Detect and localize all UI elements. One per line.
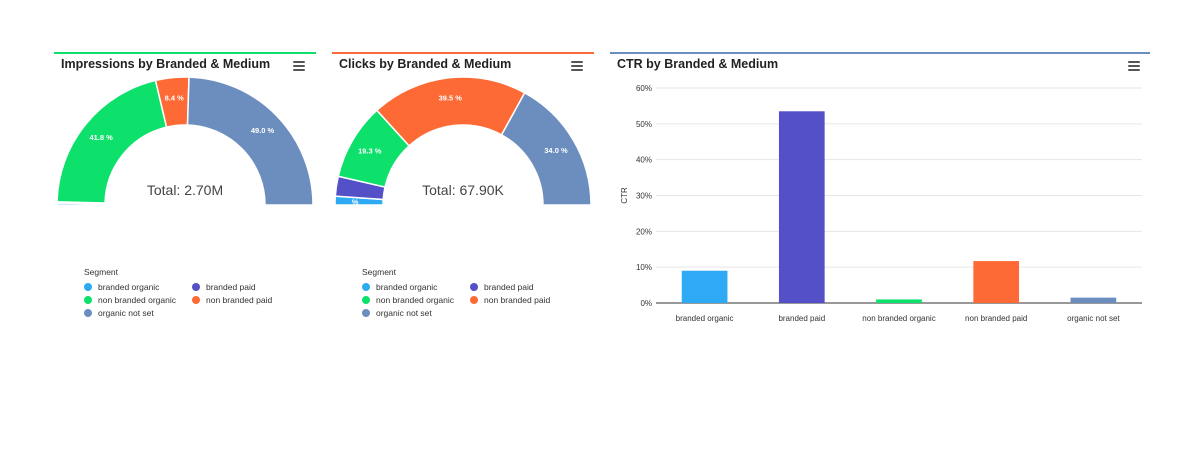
ctr-bar-chart: 0% 10% 20% 30% 40% 50% 60% CTR branded organic br… — [620, 84, 1142, 323]
y-tick-label: 10% — [636, 263, 652, 272]
legend-item-non-branded-paid[interactable]: non branded paid — [470, 295, 570, 305]
legend-dot-icon — [84, 283, 92, 291]
slice-label: % — [352, 197, 359, 206]
legend-dot-icon — [362, 283, 370, 291]
legend-dot-icon — [192, 283, 200, 291]
legend-label: non branded paid — [484, 295, 551, 305]
legend-item-non-branded-organic[interactable]: non branded organic — [84, 295, 192, 305]
legend-label: organic not set — [376, 308, 432, 318]
legend-dot-icon — [470, 296, 478, 304]
clicks-title: Clicks by Branded & Medium — [339, 57, 512, 71]
impressions-accent-bar — [54, 52, 316, 54]
x-tick-label: branded paid — [778, 314, 825, 323]
legend-item-branded-paid[interactable]: branded paid — [192, 282, 292, 292]
legend-label: branded paid — [206, 282, 256, 292]
donut-slice-organic-not-set[interactable] — [500, 91, 592, 206]
bar-branded-organic[interactable] — [681, 270, 728, 303]
ctr-panel: CTR by Branded & Medium 0% 10% 20% 30% 40% 50… — [610, 52, 1150, 332]
legend-label: branded organic — [98, 282, 160, 292]
legend-item-non-branded-paid[interactable]: non branded paid — [192, 295, 292, 305]
y-axis-label: CTR — [620, 187, 629, 204]
legend-items: branded organic branded paid non branded… — [84, 282, 292, 318]
legend-item-branded-organic[interactable]: branded organic — [84, 282, 192, 292]
x-tick-label: branded organic — [676, 314, 734, 323]
x-tick-label: organic not set — [1067, 314, 1120, 323]
donut-slice-organic-not-set[interactable] — [186, 76, 314, 206]
x-tick-label: non branded paid — [965, 314, 1027, 323]
donut-total-label: Total: 67.90K — [422, 182, 504, 198]
legend-dot-icon — [84, 309, 92, 317]
slice-label: 49.0 % — [251, 126, 275, 135]
legend-label: branded organic — [376, 282, 438, 292]
legend-dot-icon — [362, 296, 370, 304]
y-tick-label: 60% — [636, 84, 652, 93]
legend-item-non-branded-organic[interactable]: non branded organic — [362, 295, 470, 305]
slice-label: 39.5 % — [439, 94, 463, 103]
legend-items: branded organic branded paid non branded… — [362, 282, 570, 318]
clicks-accent-bar — [332, 52, 594, 54]
hamburger-menu-icon[interactable] — [571, 61, 583, 71]
clicks-panel: Clicks by Branded & Medium % 19.3 % 39.5 %… — [332, 52, 594, 332]
clicks-legend: Segment branded organic branded paid non… — [362, 267, 570, 318]
bar-branded-paid[interactable] — [778, 111, 825, 303]
slice-label: 34.0 % — [544, 146, 568, 155]
bar-organic-not-set[interactable] — [1070, 297, 1117, 303]
impressions-legend: Segment branded organic branded paid non… — [84, 267, 292, 318]
x-tick-label: non branded organic — [862, 314, 935, 323]
impressions-panel: Impressions by Branded & Medium 41.8 % 8.… — [54, 52, 316, 332]
ctr-accent-bar — [610, 52, 1150, 54]
ctr-title: CTR by Branded & Medium — [617, 57, 779, 71]
donut-total-label: Total: 2.70M — [147, 182, 223, 198]
legend-label: branded paid — [484, 282, 534, 292]
legend-item-branded-paid[interactable]: branded paid — [470, 282, 570, 292]
y-tick-label: 40% — [636, 156, 652, 165]
legend-title: Segment — [84, 267, 119, 277]
legend-item-branded-organic[interactable]: branded organic — [362, 282, 470, 292]
hamburger-menu-icon[interactable] — [1128, 61, 1140, 71]
y-tick-label: 30% — [636, 192, 652, 201]
slice-label: 8.4 % — [165, 94, 185, 103]
clicks-semi-donut-chart: % 19.3 % 39.5 % 34.0 % Total: 67.90K — [334, 76, 592, 206]
impressions-title: Impressions by Branded & Medium — [61, 57, 271, 71]
bar-non-branded-organic[interactable] — [876, 299, 922, 303]
y-tick-label: 20% — [636, 227, 652, 236]
legend-label: non branded paid — [206, 295, 273, 305]
impressions-semi-donut-chart: 41.8 % 8.4 % 49.0 % Total: 2.70M — [56, 76, 314, 206]
hamburger-menu-icon[interactable] — [293, 61, 305, 71]
legend-dot-icon — [362, 309, 370, 317]
bar-non-branded-paid[interactable] — [973, 261, 1020, 303]
legend-label: organic not set — [98, 308, 154, 318]
y-tick-label: 50% — [636, 120, 652, 129]
legend-dot-icon — [470, 283, 478, 291]
y-tick-label: 0% — [640, 299, 652, 308]
legend-label: non branded organic — [98, 295, 176, 305]
slice-label: 19.3 % — [358, 146, 382, 155]
legend-item-organic-not-set[interactable]: organic not set — [84, 308, 192, 318]
slice-label: 41.8 % — [89, 133, 113, 142]
legend-label: non branded organic — [376, 295, 454, 305]
legend-dot-icon — [192, 296, 200, 304]
legend-title: Segment — [362, 267, 397, 277]
legend-item-organic-not-set[interactable]: organic not set — [362, 308, 470, 318]
legend-dot-icon — [84, 296, 92, 304]
